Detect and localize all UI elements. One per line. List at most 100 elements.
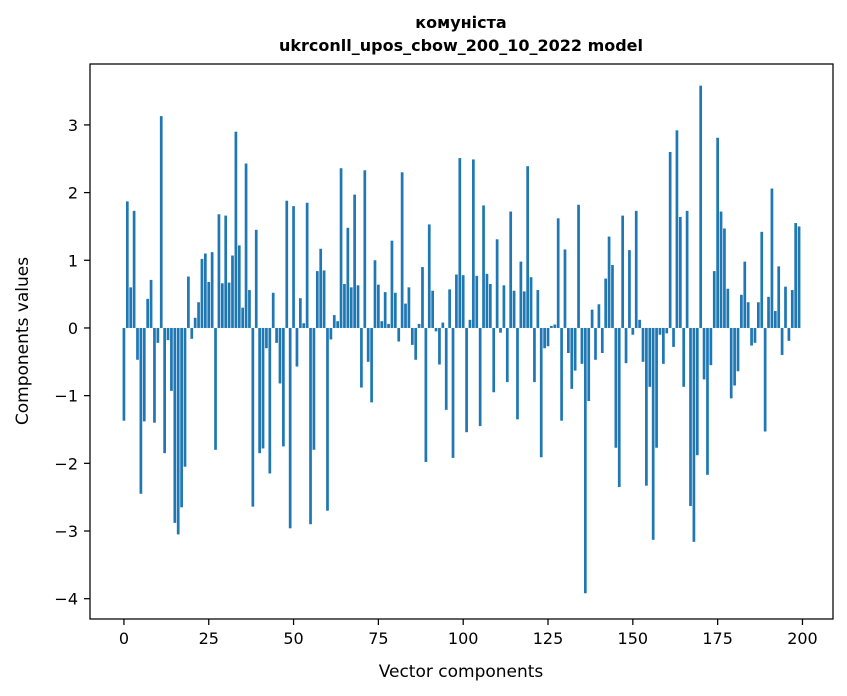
bar: [529, 277, 533, 328]
bar: [132, 210, 136, 328]
bar: [393, 292, 397, 328]
bar: [261, 327, 265, 449]
bar: [509, 211, 513, 328]
bar: [444, 327, 448, 410]
bar: [163, 327, 166, 454]
chart-subtitle: ukrconll_upos_cbow_200_10_2022 model: [279, 36, 643, 55]
bar: [699, 85, 703, 328]
bar: [648, 327, 652, 387]
bar: [550, 325, 553, 328]
bar: [556, 218, 560, 328]
bar: [410, 327, 414, 345]
bar: [672, 327, 675, 347]
bar: [298, 298, 302, 328]
bar: [258, 327, 261, 454]
bar: [220, 283, 224, 328]
bar: [170, 327, 173, 391]
bar: [271, 292, 275, 328]
bar: [607, 236, 611, 328]
bar: [624, 327, 628, 364]
bar: [790, 290, 794, 328]
bar: [536, 290, 540, 328]
bar: [183, 327, 187, 467]
bar: [522, 291, 526, 328]
bar: [346, 227, 350, 328]
bar: [149, 279, 153, 328]
bar: [451, 327, 455, 458]
x-tick-label: 0: [119, 629, 129, 648]
bar: [631, 327, 635, 335]
bar: [268, 327, 272, 474]
bar: [651, 327, 655, 540]
bar: [197, 302, 200, 328]
bar: [645, 327, 648, 486]
bar: [427, 224, 431, 328]
bar: [757, 302, 760, 328]
bar: [176, 327, 180, 535]
bar: [678, 216, 682, 328]
bar: [706, 327, 709, 475]
bar: [746, 302, 750, 328]
bar: [611, 265, 614, 328]
bar: [159, 116, 163, 328]
bar: [234, 131, 238, 328]
bar: [740, 294, 743, 328]
y-tick-label: 1: [68, 251, 78, 270]
plot-frame: [89, 63, 834, 620]
bar: [733, 327, 736, 386]
bar: [231, 255, 234, 328]
bar: [241, 307, 245, 328]
bar: [288, 327, 292, 529]
bar: [750, 327, 753, 346]
bar: [217, 214, 221, 328]
bar: [366, 327, 370, 362]
bar: [797, 226, 801, 328]
bar: [210, 252, 214, 328]
bar: [695, 327, 699, 456]
bar: [404, 303, 407, 328]
bar: [499, 327, 502, 333]
bar: [638, 319, 641, 328]
bar: [244, 163, 248, 328]
bar: [760, 231, 764, 328]
bar: [417, 323, 421, 328]
bar: [505, 327, 509, 383]
bar: [458, 158, 462, 328]
bar: [441, 322, 445, 328]
bar: [709, 327, 713, 366]
bar: [166, 327, 170, 341]
bar: [621, 215, 625, 328]
x-tick-label: 175: [702, 629, 733, 648]
bar: [407, 287, 411, 328]
bar: [424, 327, 428, 462]
bar: [363, 170, 367, 328]
y-tick-label: −4: [54, 590, 78, 609]
bar: [628, 250, 631, 328]
bar: [543, 327, 546, 349]
bar: [495, 239, 499, 328]
bar: [214, 327, 217, 450]
bar: [787, 327, 791, 341]
bar: [546, 327, 550, 347]
bar: [475, 275, 479, 328]
bar: [485, 273, 489, 328]
bar: [146, 298, 150, 328]
bar: [736, 327, 740, 372]
bar: [526, 166, 530, 328]
bar: [275, 327, 278, 343]
bar: [712, 271, 716, 328]
bar: [254, 229, 258, 328]
bar: [312, 327, 316, 450]
bar: [468, 319, 472, 328]
bar: [224, 215, 228, 328]
bar: [570, 327, 574, 389]
bar: [461, 275, 465, 328]
bar: [156, 327, 160, 343]
y-tick-label: 2: [68, 184, 78, 203]
bar: [472, 159, 475, 328]
bar: [129, 287, 133, 328]
y-tick-label: −3: [54, 522, 78, 541]
bar: [380, 321, 384, 328]
bar: [519, 261, 523, 328]
y-axis-label: Components values: [13, 257, 33, 425]
